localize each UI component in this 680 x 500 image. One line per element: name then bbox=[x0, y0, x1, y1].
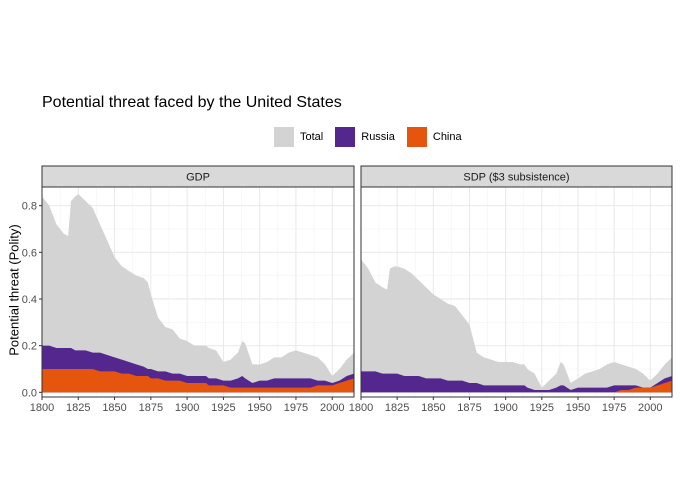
panel-2-x-tick-label-1: 1825 bbox=[385, 402, 409, 414]
y-tick-label-1: 0.2 bbox=[22, 341, 37, 353]
panel-2-x-tick-label-0: 1800 bbox=[349, 402, 373, 414]
panel-2-area-russia bbox=[361, 371, 672, 393]
panel-2-area-total bbox=[361, 259, 672, 393]
y-tick-label-2: 0.4 bbox=[22, 294, 37, 306]
panel-2-strip-label: SDP ($3 subsistence) bbox=[463, 172, 569, 184]
y-tick-label-0: 0.0 bbox=[22, 387, 37, 399]
legend-item-china: China bbox=[406, 127, 462, 147]
panel-2-area-china bbox=[361, 380, 672, 393]
panel-1-strip bbox=[41, 165, 355, 188]
panel-1-x-tick-label-6: 1950 bbox=[247, 402, 271, 414]
panel-2-x-tick-label-7: 1975 bbox=[602, 402, 626, 414]
panel-2-x-tick-label-2: 1850 bbox=[421, 402, 445, 414]
panel-1-x-tick-label-2: 1850 bbox=[102, 402, 126, 414]
panel-2-strip bbox=[360, 165, 673, 188]
legend-label-china: China bbox=[432, 131, 462, 143]
panel-1-x-tick-label-7: 1975 bbox=[284, 402, 308, 414]
panel-1-x-tick-label-5: 1925 bbox=[211, 402, 235, 414]
panel-1-x-tick-label-8: 2000 bbox=[320, 402, 344, 414]
panel-1-strip-label: GDP bbox=[186, 172, 210, 184]
legend-label-russia: Russia bbox=[361, 131, 395, 143]
legend-key-china bbox=[406, 127, 427, 147]
panel-1-x-tick-label-4: 1900 bbox=[175, 402, 199, 414]
panel-1-x-tick-label-1: 1825 bbox=[66, 402, 90, 414]
panel-1-x-tick-label-3: 1875 bbox=[139, 402, 163, 414]
panel-1-area-china bbox=[42, 369, 354, 393]
panel-1-area-total bbox=[42, 194, 354, 393]
panel-2-x-tick-label-8: 2000 bbox=[638, 402, 662, 414]
legend: Total Russia China bbox=[274, 126, 474, 148]
legend-item-russia: Russia bbox=[335, 127, 395, 147]
chart-title: Potential threat faced by the United Sta… bbox=[42, 94, 342, 111]
legend-item-total: Total bbox=[274, 127, 323, 147]
panel-2-x-tick-label-4: 1900 bbox=[493, 402, 517, 414]
legend-label-total: Total bbox=[300, 131, 324, 143]
y-tick-label-3: 0.6 bbox=[22, 247, 37, 259]
panel-2-x-tick-label-5: 1925 bbox=[530, 402, 554, 414]
panel-2-x-tick-label-6: 1950 bbox=[566, 402, 590, 414]
legend-key-russia bbox=[335, 127, 356, 147]
legend-key-total bbox=[274, 127, 294, 147]
panel-2-x-tick-label-3: 1875 bbox=[457, 402, 481, 414]
y-tick-label-4: 0.8 bbox=[22, 201, 37, 213]
panel-1-x-tick-label-0: 1800 bbox=[30, 402, 54, 414]
